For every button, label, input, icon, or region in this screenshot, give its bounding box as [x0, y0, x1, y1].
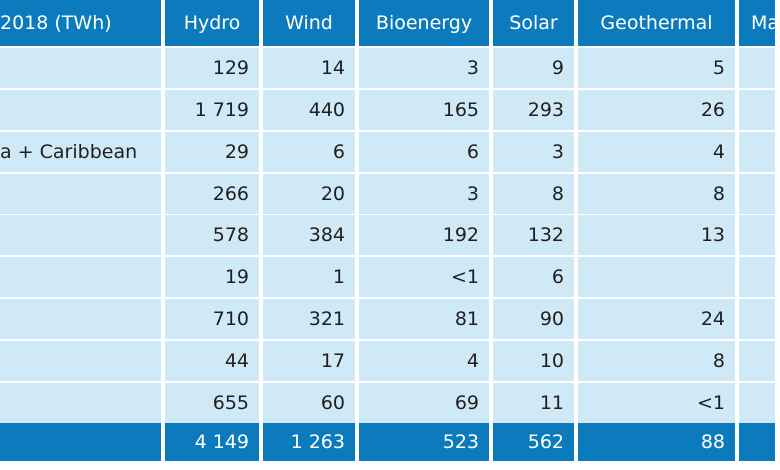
total-wind: 1 263 [263, 423, 355, 462]
table-total-row: 4 149 1 263 523 562 88 [0, 423, 780, 462]
cell-geothermal: 5 [578, 47, 735, 88]
cell-bioenergy: 81 [359, 299, 489, 340]
cell-wind: 20 [263, 173, 355, 214]
cell-geothermal: 8 [578, 173, 735, 214]
cell-wind: 1 [263, 257, 355, 298]
cell-hydro: 19 [165, 257, 259, 298]
cell-bioenergy: 192 [359, 215, 489, 256]
header-geothermal: Geothermal [578, 0, 735, 46]
cell-geothermal: 8 [578, 341, 735, 382]
cell-marine [739, 89, 775, 130]
cell-region [0, 215, 161, 256]
cell-geothermal: 13 [578, 215, 735, 256]
cell-region [0, 299, 161, 340]
cell-bioenergy: 6 [359, 131, 489, 172]
cell-marine [739, 341, 775, 382]
cell-wind: 6 [263, 131, 355, 172]
cell-marine [739, 257, 775, 298]
cell-hydro: 1 719 [165, 89, 259, 130]
header-solar: Solar [493, 0, 574, 46]
table-row: a + Caribbean 29 6 6 3 4 [0, 131, 780, 172]
cell-bioenergy: 3 [359, 173, 489, 214]
cell-bioenergy: 69 [359, 383, 489, 424]
total-hydro: 4 149 [165, 423, 259, 462]
cell-marine [739, 299, 775, 340]
cell-solar: 3 [493, 131, 574, 172]
total-bioenergy: 523 [359, 423, 489, 462]
cell-solar: 10 [493, 341, 574, 382]
table-row: 266 20 3 8 8 [0, 173, 780, 214]
cell-geothermal: <1 [578, 383, 735, 424]
total-solar: 562 [493, 423, 574, 462]
table-row: 655 60 69 11 <1 [0, 383, 780, 424]
table-row: 1 719 440 165 293 26 [0, 89, 780, 130]
cell-region: a + Caribbean [0, 131, 161, 172]
cell-marine [739, 131, 775, 172]
cell-wind: 14 [263, 47, 355, 88]
header-bioenergy: Bioenergy [359, 0, 489, 46]
table-row: 710 321 81 90 24 [0, 299, 780, 340]
header-marine: Ma [739, 0, 775, 46]
cell-geothermal: 26 [578, 89, 735, 130]
cell-hydro: 710 [165, 299, 259, 340]
cell-geothermal: 24 [578, 299, 735, 340]
cell-wind: 321 [263, 299, 355, 340]
cell-wind: 440 [263, 89, 355, 130]
cell-solar: 8 [493, 173, 574, 214]
cell-bioenergy: 4 [359, 341, 489, 382]
table-body: 129 14 3 9 5 1 719 440 165 293 26 a + Caribbean 29 6… [0, 47, 780, 424]
total-marine [739, 423, 775, 462]
cell-marine [739, 173, 775, 214]
cell-solar: 9 [493, 47, 574, 88]
cell-bioenergy: <1 [359, 257, 489, 298]
cell-bioenergy: 3 [359, 47, 489, 88]
cell-hydro: 129 [165, 47, 259, 88]
cell-solar: 293 [493, 89, 574, 130]
cell-region [0, 383, 161, 424]
cell-region [0, 89, 161, 130]
cell-wind: 384 [263, 215, 355, 256]
cell-region [0, 341, 161, 382]
header-hydro: Hydro [165, 0, 259, 46]
cell-geothermal [578, 257, 735, 298]
cell-solar: 90 [493, 299, 574, 340]
cell-marine [739, 383, 775, 424]
table-row: 44 17 4 10 8 [0, 341, 780, 382]
cell-region [0, 173, 161, 214]
total-geothermal: 88 [578, 423, 735, 462]
cell-solar: 132 [493, 215, 574, 256]
cell-hydro: 266 [165, 173, 259, 214]
cell-hydro: 44 [165, 341, 259, 382]
cell-marine [739, 215, 775, 256]
cell-hydro: 29 [165, 131, 259, 172]
cell-wind: 17 [263, 341, 355, 382]
total-label [0, 423, 161, 462]
cell-hydro: 578 [165, 215, 259, 256]
cell-wind: 60 [263, 383, 355, 424]
table-row: 578 384 192 132 13 [0, 215, 780, 256]
cell-solar: 6 [493, 257, 574, 298]
cell-solar: 11 [493, 383, 574, 424]
cell-hydro: 655 [165, 383, 259, 424]
table-header-row: 2018 (TWh) Hydro Wind Bioenergy Solar Ge… [0, 0, 780, 46]
table-row: 19 1 <1 6 [0, 257, 780, 298]
cell-marine [739, 47, 775, 88]
cell-bioenergy: 165 [359, 89, 489, 130]
table-row: 129 14 3 9 5 [0, 47, 780, 88]
cell-region [0, 47, 161, 88]
cell-geothermal: 4 [578, 131, 735, 172]
cell-region [0, 257, 161, 298]
header-wind: Wind [263, 0, 355, 46]
header-region-year: 2018 (TWh) [0, 0, 161, 46]
